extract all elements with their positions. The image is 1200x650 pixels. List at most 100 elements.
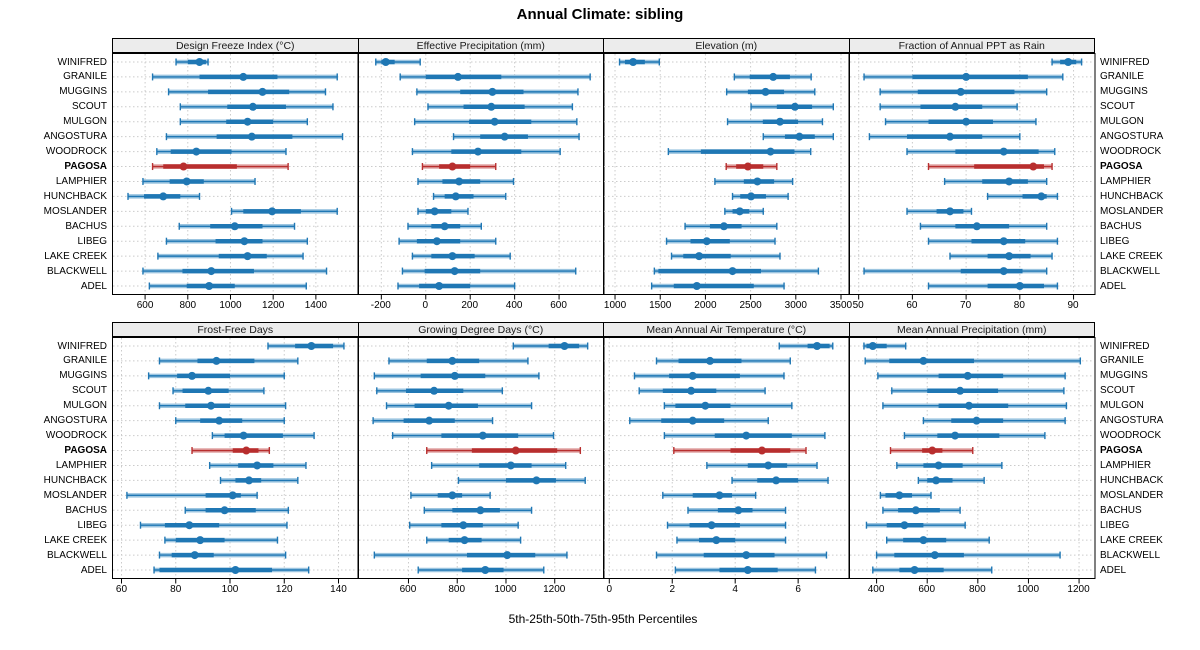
median-dot xyxy=(190,551,199,560)
median-dot xyxy=(894,491,903,500)
site-label-right: GRANILE xyxy=(1100,71,1144,83)
median-dot xyxy=(931,476,940,485)
median-dot xyxy=(486,102,495,111)
axis-tick-label: 0 xyxy=(606,584,613,595)
median-dot xyxy=(447,252,456,261)
percentile-glyph xyxy=(139,521,288,530)
median-dot xyxy=(950,431,959,440)
axis-tick-label: 1000 xyxy=(1016,584,1040,595)
median-dot xyxy=(432,237,441,246)
percentile-glyph xyxy=(413,117,578,126)
percentile-glyph xyxy=(157,252,304,261)
percentile-glyph xyxy=(922,416,1066,425)
median-dot xyxy=(999,237,1008,246)
site-label-right: MULGON xyxy=(1100,400,1144,412)
axis-tick-label: 0 xyxy=(422,300,429,311)
percentile-glyph xyxy=(871,566,992,574)
percentile-glyph xyxy=(457,476,586,485)
median-dot xyxy=(244,476,253,485)
percentile-glyph xyxy=(126,491,258,500)
percentile-glyph xyxy=(948,252,1053,261)
percentile-glyph xyxy=(881,401,1067,410)
median-dot xyxy=(240,237,249,246)
site-label-left: WINIFRED xyxy=(57,340,107,352)
median-dot xyxy=(911,506,920,515)
percentile-glyph xyxy=(208,461,307,470)
site-label-right: BACHUS xyxy=(1100,504,1142,516)
axis-tick-label: 1200 xyxy=(1067,584,1090,595)
median-dot xyxy=(242,446,251,455)
panel-plot xyxy=(112,53,359,300)
median-dot xyxy=(956,87,965,96)
median-dot xyxy=(447,491,456,500)
percentile-glyph xyxy=(865,521,966,530)
median-dot xyxy=(239,72,248,81)
site-label-left: WINIFRED xyxy=(57,56,107,68)
median-dot xyxy=(715,491,724,500)
median-dot xyxy=(434,282,443,290)
median-dot xyxy=(1004,252,1013,261)
median-dot xyxy=(511,446,520,455)
percentile-glyph xyxy=(868,132,1021,141)
percentile-glyph xyxy=(885,536,990,545)
axis-tick-label: 6 xyxy=(795,584,801,595)
percentile-glyph xyxy=(267,342,345,350)
percentile-glyph xyxy=(943,177,1047,186)
panel-plot xyxy=(848,53,1095,300)
panel-border xyxy=(848,337,1095,579)
median-dot xyxy=(764,461,773,470)
median-dot xyxy=(228,491,237,500)
site-label-left: LIBEG xyxy=(77,235,107,247)
percentile-glyph xyxy=(1050,58,1082,66)
percentile-glyph xyxy=(618,58,661,66)
percentile-glyph xyxy=(172,386,265,395)
site-label-right: ADEL xyxy=(1100,564,1127,576)
percentile-glyph xyxy=(687,506,787,515)
percentile-glyph xyxy=(633,371,785,380)
site-label-right: WINIFRED xyxy=(1100,340,1150,352)
median-dot xyxy=(769,72,778,81)
site-label-left: PAGOSA xyxy=(64,445,107,457)
median-dot xyxy=(712,536,721,545)
site-label-right: LAKE CREEK xyxy=(1100,250,1163,262)
median-dot xyxy=(487,87,496,96)
percentile-glyph xyxy=(430,461,566,470)
median-dot xyxy=(961,72,970,81)
site-label-right: PAGOSA xyxy=(1100,161,1143,173)
percentile-glyph xyxy=(884,117,1037,126)
median-dot xyxy=(478,431,487,440)
percentile-glyph xyxy=(629,416,769,425)
percentile-glyph xyxy=(401,267,576,276)
median-dot xyxy=(918,356,927,365)
axis-tick-label: 600 xyxy=(918,584,936,595)
percentile-glyph xyxy=(411,147,561,156)
site-label-left: HUNCHBACK xyxy=(43,190,107,202)
site-label-left: BACHUS xyxy=(65,504,107,516)
percentile-glyph xyxy=(862,72,1064,81)
site-label-left: ANGOSTURA xyxy=(43,415,107,427)
percentile-glyph xyxy=(653,267,820,276)
median-dot xyxy=(490,117,499,126)
median-dot xyxy=(381,58,390,66)
median-dot xyxy=(307,342,316,350)
percentile-glyph xyxy=(423,506,532,515)
median-dot xyxy=(451,192,460,201)
axis-tick-label: 120 xyxy=(275,584,293,595)
site-label-left: ADEL xyxy=(80,280,107,292)
percentile-glyph xyxy=(674,566,817,574)
percentile-glyph xyxy=(725,87,816,96)
median-dot xyxy=(192,147,201,156)
median-dot xyxy=(972,416,981,425)
median-dot xyxy=(955,386,964,395)
median-dot xyxy=(728,267,737,276)
percentile-glyph xyxy=(662,491,757,500)
median-dot xyxy=(559,342,568,350)
percentile-glyph xyxy=(670,252,781,261)
panel-plot xyxy=(112,337,359,584)
percentile-glyph xyxy=(512,342,588,350)
median-dot xyxy=(918,536,927,545)
median-dot xyxy=(868,342,877,350)
median-dot xyxy=(207,267,216,276)
